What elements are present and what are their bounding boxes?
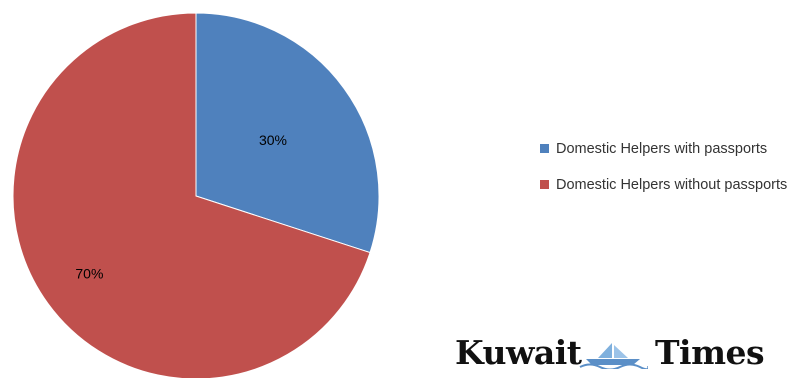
brand-logo: Kuwait Times [455, 333, 775, 377]
pie-slice-2 [12, 12, 371, 378]
pie-chart: 30% 70% [12, 12, 380, 378]
legend-item-with-passports: Domestic Helpers with passports [540, 138, 790, 160]
brand-word-times: Times [655, 333, 765, 372]
pie-slice-label-2: 70% [75, 265, 103, 281]
legend-label-without-passports: Domestic Helpers without passports [556, 177, 788, 193]
pie-slice-label-1: 30% [259, 132, 287, 148]
brand-word-kuwait: Kuwait [455, 333, 582, 372]
legend-item-without-passports: Domestic Helpers without passports [540, 174, 790, 196]
ship-emblem-icon [579, 343, 648, 369]
pie-slice-1 [195, 12, 380, 254]
legend-swatch-without-passports [540, 180, 549, 189]
chart-legend: Domestic Helpers with passports Domestic… [540, 138, 790, 210]
legend-swatch-with-passports [540, 144, 549, 153]
legend-label-with-passports: Domestic Helpers with passports [556, 141, 768, 157]
